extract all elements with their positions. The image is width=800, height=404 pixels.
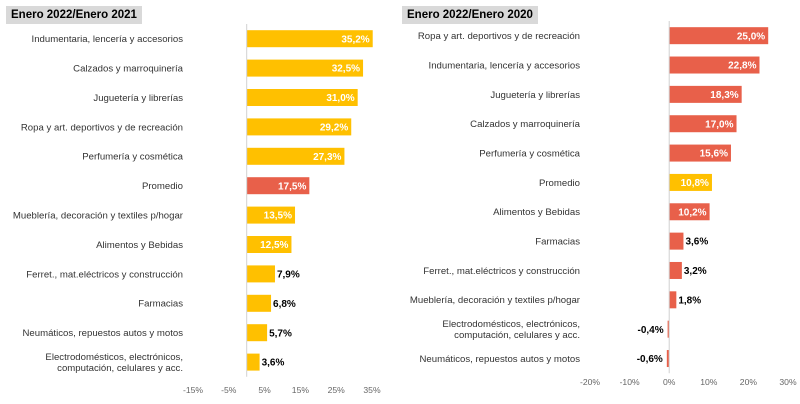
value-label-right-6: 10,2%: [678, 207, 706, 218]
tick-label-right-3: 10%: [700, 377, 718, 387]
category-label-left-5: Promedio: [142, 181, 183, 192]
category-label-right-4: Perfumería y cosmética: [479, 148, 580, 159]
value-label-left-0: 35,2%: [341, 34, 369, 45]
value-label-left-11: 3,6%: [262, 358, 285, 369]
tick-label-right-4: 20%: [740, 377, 758, 387]
value-label-left-9: 6,8%: [273, 299, 296, 310]
value-label-right-7: 3,6%: [685, 237, 708, 248]
tick-label-right-0: -20%: [580, 377, 600, 387]
bar-right-10: [667, 320, 670, 338]
value-label-left-4: 27,3%: [313, 152, 341, 163]
bar-right-3: [669, 115, 737, 133]
chart-left-title: Enero 2022/Enero 2021: [6, 6, 142, 24]
category-label-right-1: Indumentaria, lencería y accesorios: [429, 60, 581, 71]
bar-left-4: [246, 147, 345, 165]
category-label-right-10: Electrodomésticos, electrónicos, computac…: [442, 319, 580, 341]
tick-label-right-2: 0%: [663, 377, 676, 387]
bar-right-5: [669, 173, 712, 191]
category-label-right-11: Neumáticos, repuestos autos y motos: [419, 354, 580, 365]
category-label-left-11: Electrodomésticos, electrónicos, computac…: [45, 352, 183, 374]
category-label-left-10: Neumáticos, repuestos autos y motos: [22, 328, 183, 339]
bar-right-0: [669, 27, 769, 45]
value-label-left-3: 29,2%: [320, 123, 348, 134]
tick-label-left-1: -5%: [221, 385, 237, 395]
chart-right: Enero 2022/Enero 2020 25,0% Ropa y art. d…: [400, 0, 800, 404]
bar-left-2: [246, 89, 358, 106]
chart-left-plot: 35,2% Indumentaria, lencería y accesorios…: [13, 24, 381, 395]
bar-left-5: [246, 177, 310, 195]
category-label-right-8: Ferret., mat.eléctricos y construcción: [423, 266, 580, 277]
tick-label-left-5: 35%: [363, 385, 381, 395]
category-label-left-0: Indumentaria, lencería y accesorios: [32, 34, 184, 45]
bar-right-6: [669, 203, 710, 221]
category-label-left-3: Ropa y art. deportivos y de recreación: [21, 122, 183, 133]
tick-label-left-2: 5%: [258, 385, 271, 395]
value-label-left-10: 5,7%: [269, 328, 292, 339]
value-label-left-6: 13,5%: [264, 211, 292, 222]
category-label-right-0: Ropa y art. deportivos y de recreación: [418, 31, 580, 42]
value-label-right-9: 1,8%: [678, 295, 701, 306]
category-label-left-4: Perfumería y cosmética: [82, 152, 183, 163]
value-label-right-4: 15,6%: [700, 149, 728, 160]
category-label-left-7: Alimentos y Bebidas: [96, 240, 183, 251]
bar-left-7: [246, 236, 292, 253]
category-label-right-6: Alimentos y Bebidas: [493, 207, 580, 218]
bar-left-9: [246, 294, 272, 312]
bar-left-11: [246, 353, 260, 371]
value-label-right-1: 22,8%: [728, 61, 756, 72]
chart-right-title: Enero 2022/Enero 2020: [402, 6, 538, 24]
tick-label-left-3: 15%: [292, 385, 310, 395]
bar-left-3: [246, 118, 352, 136]
category-label-left-9: Farmacias: [138, 299, 183, 310]
value-label-right-8: 3,2%: [684, 266, 707, 277]
value-label-right-5: 10,8%: [681, 178, 709, 189]
value-label-right-2: 18,3%: [710, 90, 738, 101]
bar-right-8: [669, 261, 682, 279]
category-label-right-5: Promedio: [539, 178, 580, 189]
bar-right-4: [669, 144, 731, 162]
value-label-left-8: 7,9%: [277, 270, 300, 281]
bar-right-2: [669, 85, 742, 103]
category-label-left-8: Ferret., mat.eléctricos y construcción: [26, 269, 183, 280]
value-label-right-11: -0,6%: [637, 354, 663, 365]
value-label-left-5: 17,5%: [278, 181, 306, 192]
value-label-left-1: 32,5%: [332, 64, 360, 75]
bar-right-1: [669, 56, 760, 74]
category-label-left-6: Mueblería, decoración y textiles p/hogar: [13, 211, 184, 222]
value-label-left-2: 31,0%: [326, 93, 354, 104]
category-label-left-1: Calzados y marroquinería: [73, 64, 184, 75]
tick-label-right-1: -10%: [620, 377, 640, 387]
bar-left-6: [246, 206, 296, 224]
value-label-right-3: 17,0%: [705, 119, 733, 130]
tick-label-right-5: 30%: [779, 377, 797, 387]
value-label-right-0: 25,0%: [737, 31, 765, 42]
bar-right-9: [669, 291, 677, 309]
category-label-right-7: Farmacias: [535, 237, 580, 248]
bar-left-8: [246, 265, 275, 283]
category-label-right-9: Mueblería, decoración y textiles p/hogar: [410, 295, 581, 306]
chart-left: Enero 2022/Enero 2021 35,2% Indumentaria,…: [6, 6, 381, 395]
category-label-left-2: Juguetería y librerías: [93, 93, 183, 104]
tick-label-left-0: -15%: [183, 385, 203, 395]
bar-left-0: [246, 30, 373, 48]
chart-right-plot: 25,0% Ropa y art. deportivos y de recreac…: [410, 21, 797, 387]
bar-right-7: [669, 232, 684, 250]
bar-left-10: [246, 324, 268, 342]
bar-right-11: [666, 350, 670, 368]
value-label-left-7: 12,5%: [260, 240, 288, 251]
bar-left-1: [246, 59, 364, 77]
category-label-right-2: Juguetería y librerías: [490, 90, 580, 101]
value-label-right-10: -0,4%: [637, 325, 663, 336]
category-label-right-3: Calzados y marroquinería: [470, 119, 581, 130]
tick-label-left-4: 25%: [328, 385, 346, 395]
